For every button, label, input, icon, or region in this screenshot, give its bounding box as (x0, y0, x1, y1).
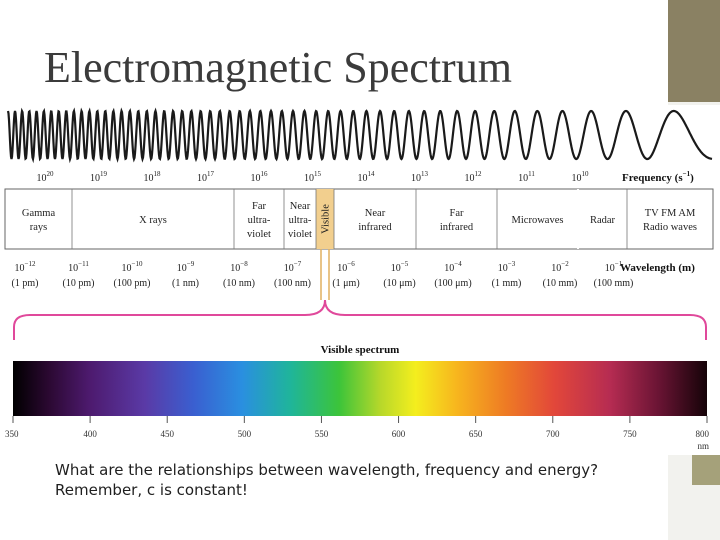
frequency-tick-label: 1016 (251, 170, 269, 184)
wavelength-unit-label: (10 pm) (63, 278, 95, 289)
band-label: Gamma rays (22, 208, 56, 233)
visible-band-highlight (316, 189, 334, 249)
frequency-tick-label: 1018 (144, 170, 162, 184)
spectrum-figure: 1020 1019 1018 1017 1016 1015 1014 1013 1012 1011… (0, 105, 720, 455)
frequency-tick-label: 1020 (37, 170, 55, 184)
visible-tick-label: 800 (696, 429, 710, 439)
wavelength-tick-label: 10−1 (605, 260, 623, 274)
visible-tick-label: 700 (546, 429, 560, 439)
wavelength-tick-label: 10−12 (15, 260, 36, 274)
visible-unit: nm (697, 441, 709, 451)
visible-tick-label: 550 (315, 429, 329, 439)
wavelength-unit-label: (1 μm) (332, 278, 359, 289)
wavelength-tick-label: 10−5 (391, 260, 409, 274)
wavelength-unit-label: (1 pm) (12, 278, 39, 289)
wavelength-tick-label: 10−3 (498, 260, 516, 274)
wavelength-unit-label: (10 mm) (543, 278, 578, 289)
frequency-tick-label: 1014 (358, 170, 376, 184)
frequency-tick-label: 1019 (90, 170, 108, 184)
visible-spectrum-bracket (13, 299, 707, 340)
wavelength-axis: 10−12 (1 pm) 10−11 (10 pm) 10−10 (100 pm) 10−9… (12, 260, 634, 289)
wavelength-tick-label: 10−2 (551, 260, 569, 274)
em-wave (6, 107, 713, 164)
wavelength-tick-label: 10−10 (122, 260, 143, 274)
band-label-visible: Visible (321, 204, 332, 234)
band-label: X rays (139, 215, 167, 226)
wavelength-unit-label: (100 μm) (434, 278, 471, 289)
slide-title: Electromagnetic Spectrum (44, 43, 512, 92)
frequency-tick-label: 1013 (411, 170, 429, 184)
visible-tick-label: 450 (160, 429, 174, 439)
band-dividers (71, 189, 628, 249)
band-label: Radar (590, 215, 616, 226)
spectrum-diagram: 1020 1019 1018 1017 1016 1015 1014 1013 1012 1011… (4, 107, 714, 451)
visible-axis: 350 400 450 500 550 600 650 700 750 800 (5, 416, 710, 439)
band-strip (4, 188, 714, 250)
band-label: Near ultra-violet (288, 201, 312, 240)
question-text: What are the relationships between wavel… (55, 461, 599, 499)
visible-tick-label: 400 (83, 429, 97, 439)
wavelength-unit-label: (100 mm) (594, 278, 634, 289)
band-label: Far infrared (440, 208, 474, 233)
wavelength-unit-label: (10 nm) (223, 278, 255, 289)
decorative-accent-block (692, 455, 720, 485)
frequency-tick-label: 1012 (465, 170, 483, 184)
band-labels: Gamma rays X rays Far ultra-violet Near ultra-… (22, 201, 697, 240)
wavelength-unit-label: (1 nm) (172, 278, 199, 289)
band-label: TV FM AM Radio waves (643, 208, 697, 233)
wavelength-unit-label: (100 nm) (274, 278, 311, 289)
band-label: Near infrared (358, 208, 392, 233)
wavelength-tick-label: 10−8 (230, 260, 248, 274)
band-label: Far ultra-violet (247, 201, 271, 240)
wavelength-tick-label: 10−6 (337, 260, 355, 274)
band-label: Microwaves (512, 215, 564, 226)
visible-tick-label: 750 (623, 429, 637, 439)
frequency-axis-label: Frequency (s−1) (622, 170, 694, 184)
frequency-tick-label: 1010 (572, 170, 590, 184)
decorative-corner-block (668, 0, 720, 102)
wavelength-unit-label: (1 mm) (492, 278, 522, 289)
wavelength-tick-label: 10−7 (284, 260, 302, 274)
visible-tick-label: 350 (5, 429, 19, 439)
wavelength-unit-label: (10 μm) (383, 278, 415, 289)
frequency-axis: 1020 1019 1018 1017 1016 1015 1014 1013 1012 1011… (37, 170, 590, 184)
wavelength-axis-label: Wavelength (m) (620, 262, 695, 274)
wavelength-tick-label: 10−4 (444, 260, 462, 274)
wavelength-tick-label: 10−9 (177, 260, 195, 274)
visible-spectrum-label: Visible spectrum (321, 344, 400, 356)
frequency-tick-label: 1011 (518, 170, 535, 184)
frequency-tick-label: 1015 (304, 170, 322, 184)
visible-tick-label: 600 (392, 429, 406, 439)
wavelength-tick-label: 10−11 (68, 260, 89, 274)
wavelength-unit-label: (100 pm) (114, 278, 151, 289)
visible-tick-label: 650 (469, 429, 483, 439)
frequency-tick-label: 1017 (197, 170, 215, 184)
visible-gradient (13, 361, 707, 416)
visible-tick-label: 500 (238, 429, 252, 439)
